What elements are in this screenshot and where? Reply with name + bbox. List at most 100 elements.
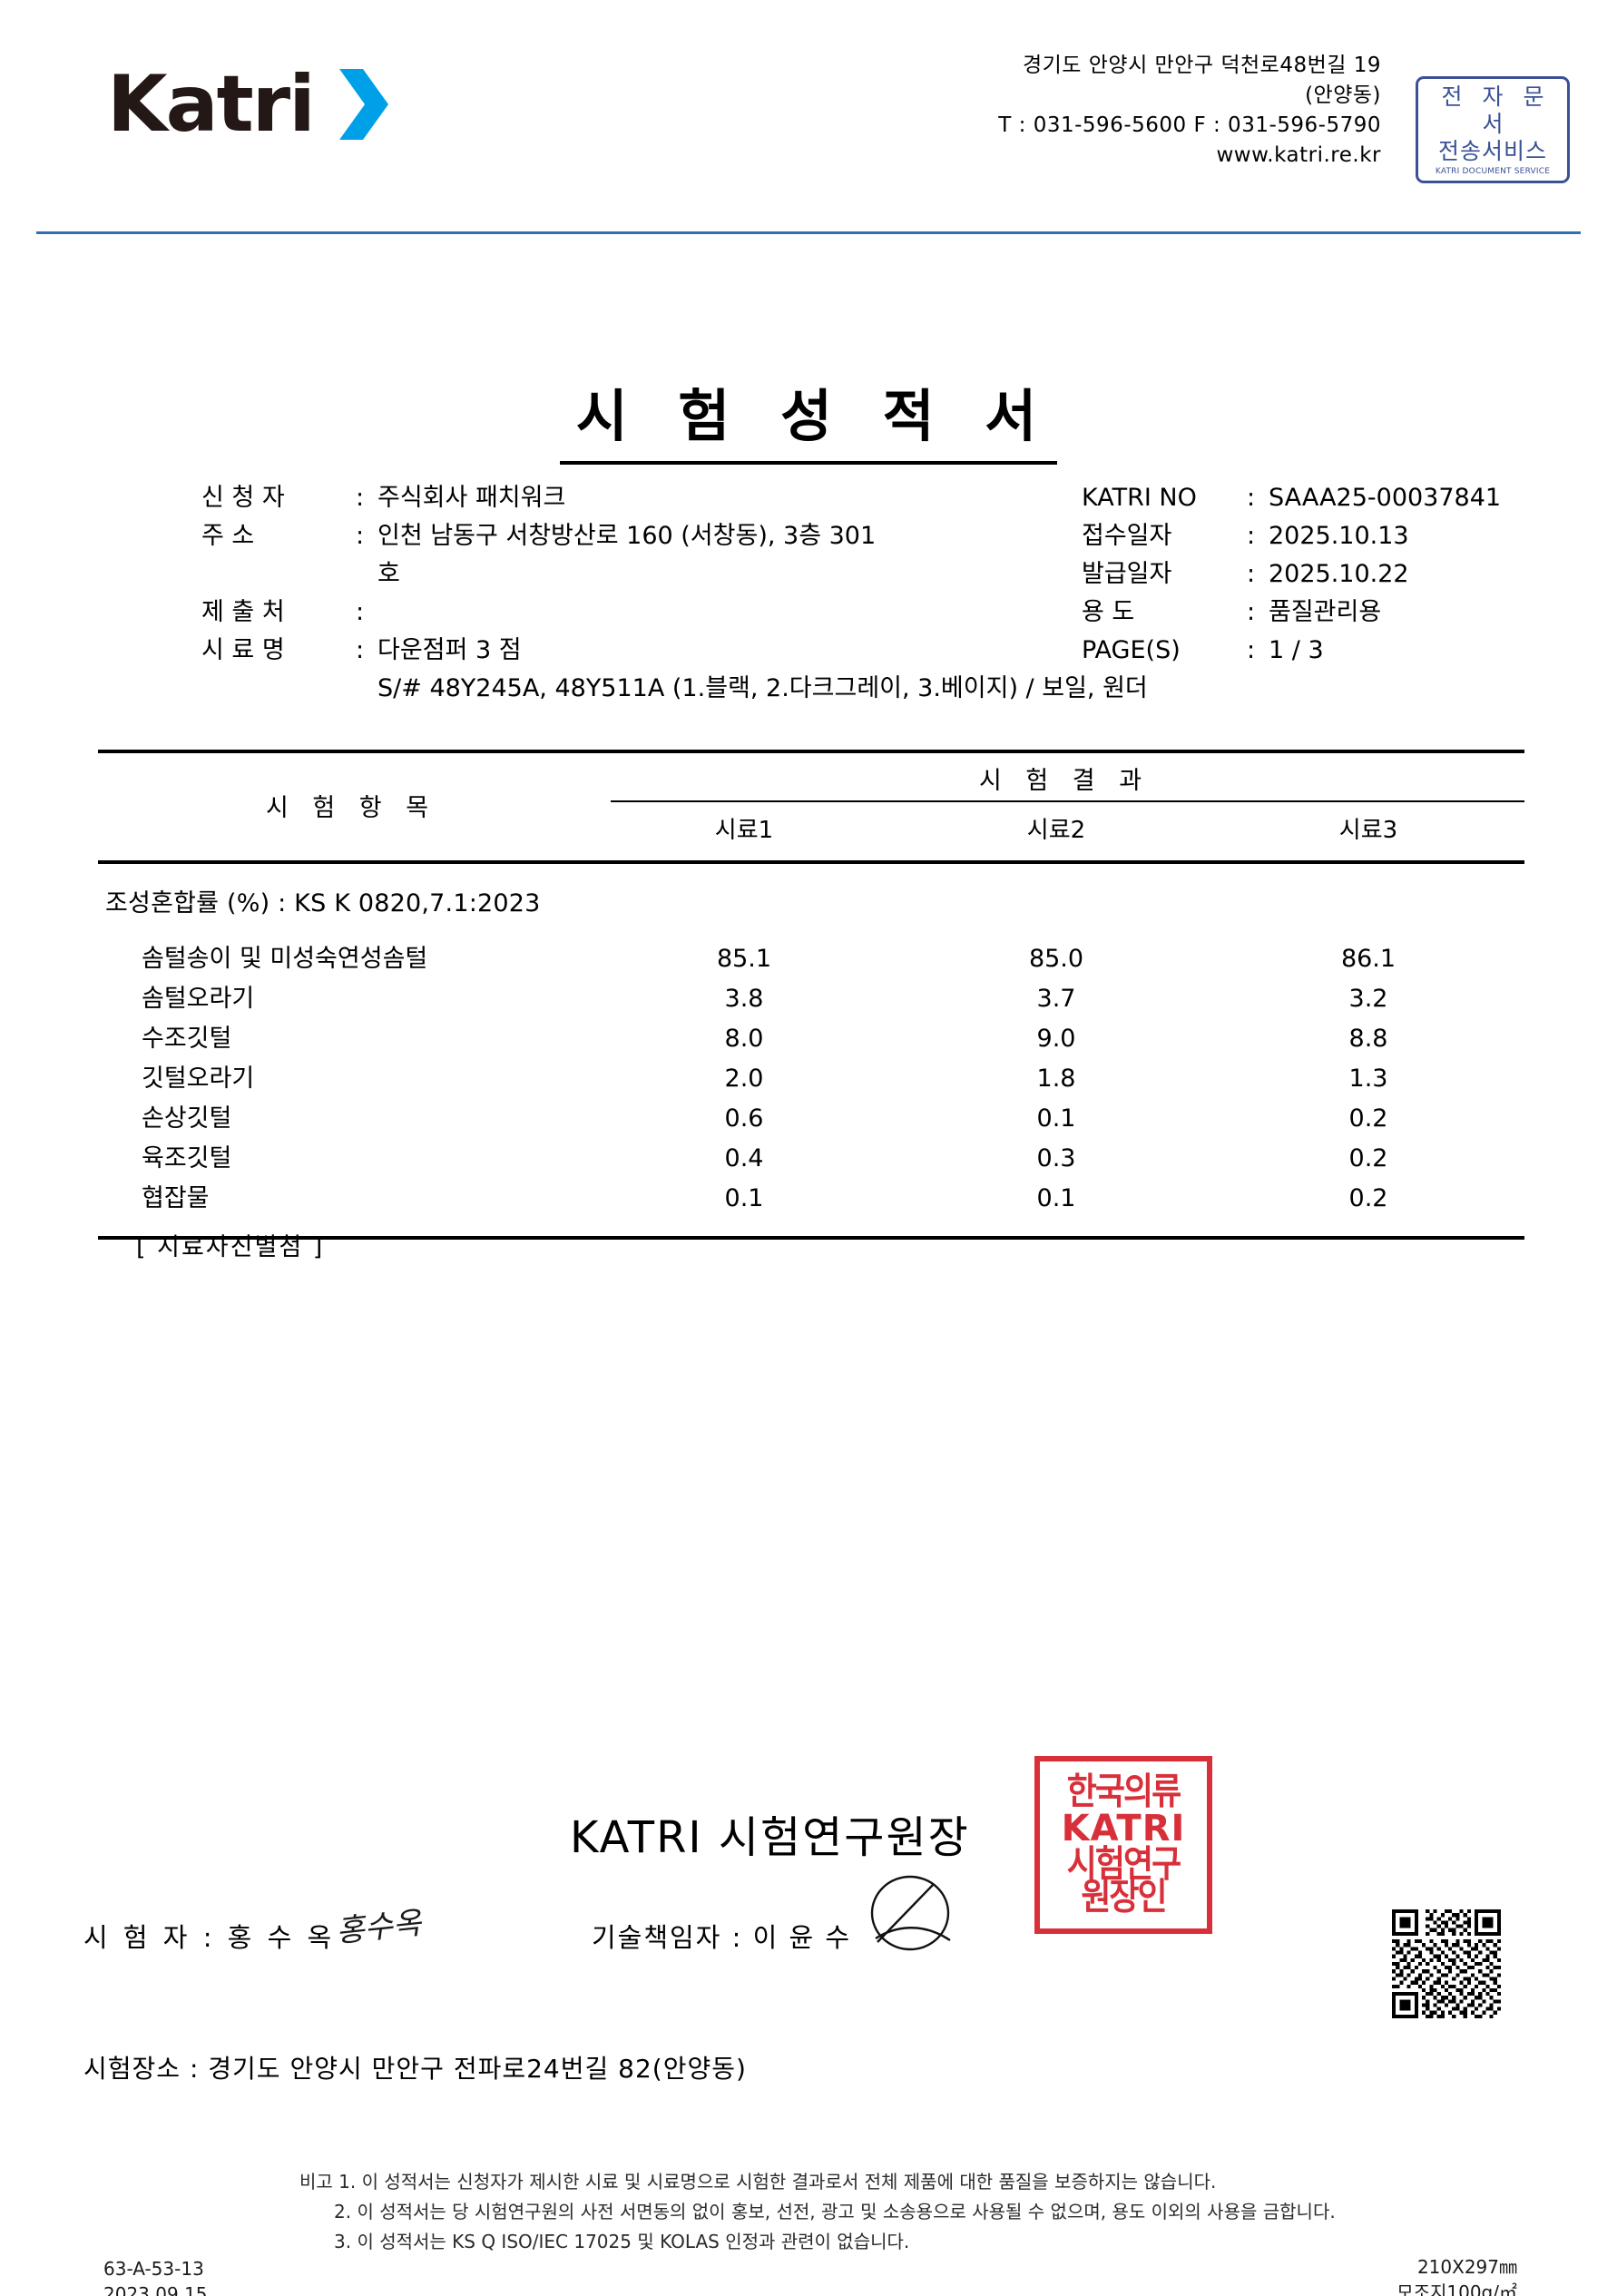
column-header-sample-1: 시료1 [714,817,774,844]
info-row-submitted-to: 제 출 처 : [201,594,1148,632]
footnote-2: 2. 이 성적서는 당 시험연구원의 사전 서면동의 없이 홍보, 선전, 광고… [334,2201,1336,2222]
edoc-stamp-line2: 전송서비스 [1437,138,1547,164]
document-header: Katri 경기도 안양시 만안구 덕천로48번길 19 (안양동) T : 0… [0,0,1617,236]
issuing-authority-title: KATRI 시험연구원장 [570,1812,970,1863]
info-value-address-cont: 호 [377,560,400,588]
row-label: 솜털송이 및 미성숙연성솜털 [142,945,428,973]
cell-sample-3: 0.2 [1348,1144,1388,1173]
paper-size: 210X297㎜ [1416,2256,1517,2278]
row-values: 0.4 0.3 0.2 [588,1144,1524,1173]
cell-sample-2: 85.0 [1028,945,1084,973]
table-row: 솜털송이 및 미성숙연성솜털 85.1 85.0 86.1 [98,938,1524,978]
info-colon-purpose: : [1247,598,1256,626]
cell-sample-1: 8.0 [724,1025,764,1053]
cell-sample-1: 2.0 [724,1065,764,1093]
info-colon-received-date: : [1247,522,1256,550]
official-red-seal: 한국의류 KATRI 시험연구 원장인 [1034,1756,1212,1934]
header-address-line1: 경기도 안양시 만안구 덕천로48번길 19 [1022,54,1381,77]
cell-sample-3: 0.2 [1348,1184,1388,1212]
info-row-sample-name: 시 료 명 : 다운점퍼 3 점 [201,632,1148,670]
cell-sample-3: 0.2 [1348,1104,1388,1133]
info-colon-katri-no: : [1247,484,1256,512]
seal-katri-text: KATRI [1061,1808,1186,1850]
page-title-text: 시 험 성 적 서 [559,370,1058,465]
row-values: 3.8 3.7 3.2 [588,985,1524,1013]
chevron-right-icon [336,69,392,140]
sample-column-headers: 시료1 시료2 시료3 [588,811,1524,845]
info-value-katri-no: SAAA25-00037841 [1269,484,1502,512]
cell-sample-2: 0.1 [1036,1104,1076,1133]
info-label-received-date: 접수일자 [1082,522,1172,550]
info-value-sample-detail: S/# 48Y245A, 48Y511A (1.블랙, 2.다크그레이, 3.베… [377,674,1148,702]
cell-sample-3: 1.3 [1348,1065,1388,1093]
results-table: 시 험 항 목 시 험 결 과 시료1 시료2 시료3 조성혼합률 (%) : … [98,750,1524,1240]
electronic-document-stamp: 전 자 문 서 전송서비스 KATRI DOCUMENT SERVICE [1416,76,1570,183]
header-phone-fax: T : 031-596-5600 F : 031-596-5790 [998,113,1381,137]
tester-label: 시 험 자 : 홍 수 옥 [83,1922,336,1953]
table-row: 깃털오라기 2.0 1.8 1.3 [98,1058,1524,1098]
footnote-1: 비고 1. 이 성적서는 신청자가 제시한 시료 및 시료명으로 시험한 결과로… [299,2171,1217,2193]
report-meta-block: KATRI NO : SAAA25-00037841 접수일자 : 2025.1… [1082,479,1501,670]
header-website: www.katri.re.kr [1216,143,1381,167]
table-row: 수조깃털 8.0 9.0 8.8 [98,1018,1524,1058]
cell-sample-1: 0.4 [724,1144,764,1173]
technical-manager-signature [859,1869,968,1957]
edoc-stamp-line1: 전 자 문 서 [1441,83,1551,137]
info-label-purpose: 용 도 [1082,598,1135,626]
info-row-address: 주 소 : 인천 남동구 서창방산로 160 (서창동), 3층 301 [201,517,1148,555]
cell-sample-1: 0.1 [724,1184,764,1212]
info-colon-issued-date: : [1247,560,1256,588]
table-row: 협잡물 0.1 0.1 0.2 [98,1178,1524,1218]
info-label-issued-date: 발급일자 [1082,560,1172,588]
page-title: 시 험 성 적 서 [0,370,1617,465]
tester-signature: 홍수옥 [334,1905,424,1950]
footnotes: 비고 1. 이 성적서는 신청자가 제시한 시료 및 시료명으로 시험한 결과로… [299,2167,1336,2257]
info-label-address: 주 소 [201,522,255,550]
cell-sample-2: 0.1 [1036,1184,1076,1212]
form-code-block: 63-A-53-13 2023.09.15 [103,2256,208,2296]
info-label-katri-no: KATRI NO [1082,484,1197,512]
header-divider [36,231,1581,234]
info-value-address: 인천 남동구 서창방산로 160 (서창동), 3층 301 [377,522,877,550]
cell-sample-2: 9.0 [1036,1025,1076,1053]
signature-row: 시 험 자 : 홍 수 옥 홍수옥 기술책임자 : 이 윤 수 [83,1875,1172,1971]
table-bottom-border [98,1236,1524,1240]
cell-sample-2: 3.7 [1036,985,1076,1013]
sample-photo-note: [ 시료사진별첨 ] [136,1233,325,1261]
cell-sample-2: 0.3 [1036,1144,1076,1173]
row-values: 85.1 85.0 86.1 [588,945,1524,973]
applicant-info-block: 신 청 자 : 주식회사 패치워크 주 소 : 인천 남동구 서창방산로 160… [201,479,1148,708]
seal-line-1: 한국의류 [1066,1771,1181,1813]
row-label: 깃털오라기 [142,1065,255,1093]
info-colon-sample-name: : [356,636,365,664]
info-colon-address: : [356,522,365,550]
row-label: 육조깃털 [142,1144,232,1173]
info-value-issued-date: 2025.10.22 [1269,560,1409,588]
test-standard-row: 조성혼합률 (%) : KS K 0820,7.1:2023 [105,889,541,917]
info-row-purpose: 용 도 : 품질관리용 [1082,594,1501,632]
info-row-applicant: 신 청 자 : 주식회사 패치워크 [201,479,1148,517]
qr-code [1392,1909,1501,2018]
seal-line-3: 시험연구 [1066,1843,1181,1886]
info-value-sample-name: 다운점퍼 3 점 [377,636,522,664]
cell-sample-1: 85.1 [716,945,772,973]
cell-sample-3: 8.8 [1348,1025,1388,1053]
test-location: 시험장소 : 경기도 안양시 만안구 전파로24번길 82(안양동) [83,2054,747,2084]
column-header-sample-2: 시료2 [1026,817,1086,844]
row-values: 8.0 9.0 8.8 [588,1025,1524,1053]
footnote-3: 3. 이 성적서는 KS Q ISO/IEC 17025 및 KOLAS 인정과… [334,2231,910,2252]
row-label: 손상깃털 [142,1104,232,1133]
cell-sample-1: 0.6 [724,1104,764,1133]
katri-logo-text: Katri [107,59,316,150]
table-row: 손상깃털 0.6 0.1 0.2 [98,1098,1524,1138]
column-header-test-item: 시 험 항 목 [265,794,437,822]
header-address-line2: (안양동) [1305,83,1381,107]
row-label: 솜털오라기 [142,985,255,1013]
cell-sample-3: 3.2 [1348,985,1388,1013]
cell-sample-2: 1.8 [1036,1065,1076,1093]
row-values: 0.6 0.1 0.2 [588,1104,1524,1133]
info-label-submitted-to: 제 출 처 [201,598,285,626]
header-contact-info: 경기도 안양시 만안구 덕천로48번길 19 (안양동) T : 031-596… [998,51,1381,171]
paper-weight: 모조지100g/㎡ [1396,2281,1517,2296]
